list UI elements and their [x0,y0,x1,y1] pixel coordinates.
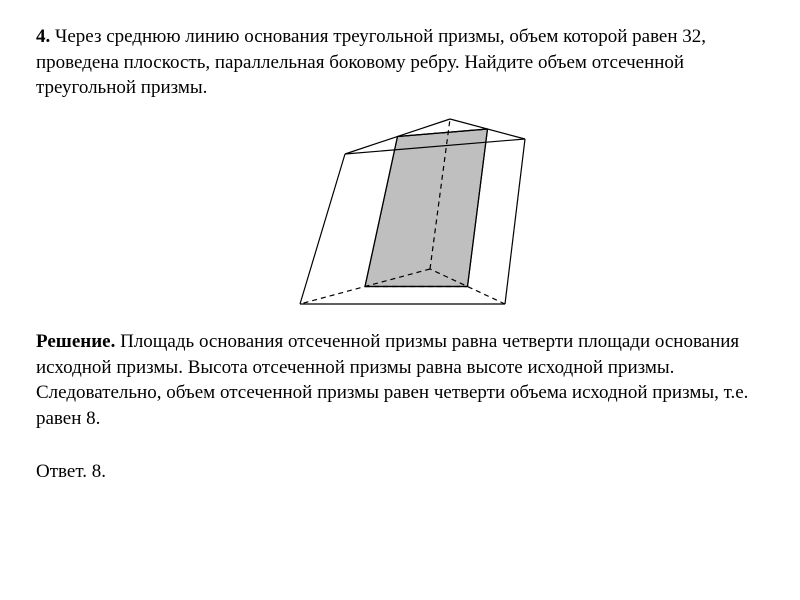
prism-diagram [270,109,530,319]
solution-label: Решение. [36,331,115,352]
problem-statement: 4. Через среднюю линию основания треугол… [36,24,764,101]
prism-figure [36,109,764,319]
solution-text: Площадь основания отсеченной призмы равн… [36,331,748,429]
solution-block: Решение. Площадь основания отсеченной пр… [36,329,764,432]
problem-text: Через среднюю линию основания треугольно… [36,26,706,98]
answer-block: Ответ. 8. [36,459,764,485]
problem-number: 4. [36,26,50,47]
answer-label: Ответ. [36,461,87,482]
answer-value: 8. [92,461,106,482]
